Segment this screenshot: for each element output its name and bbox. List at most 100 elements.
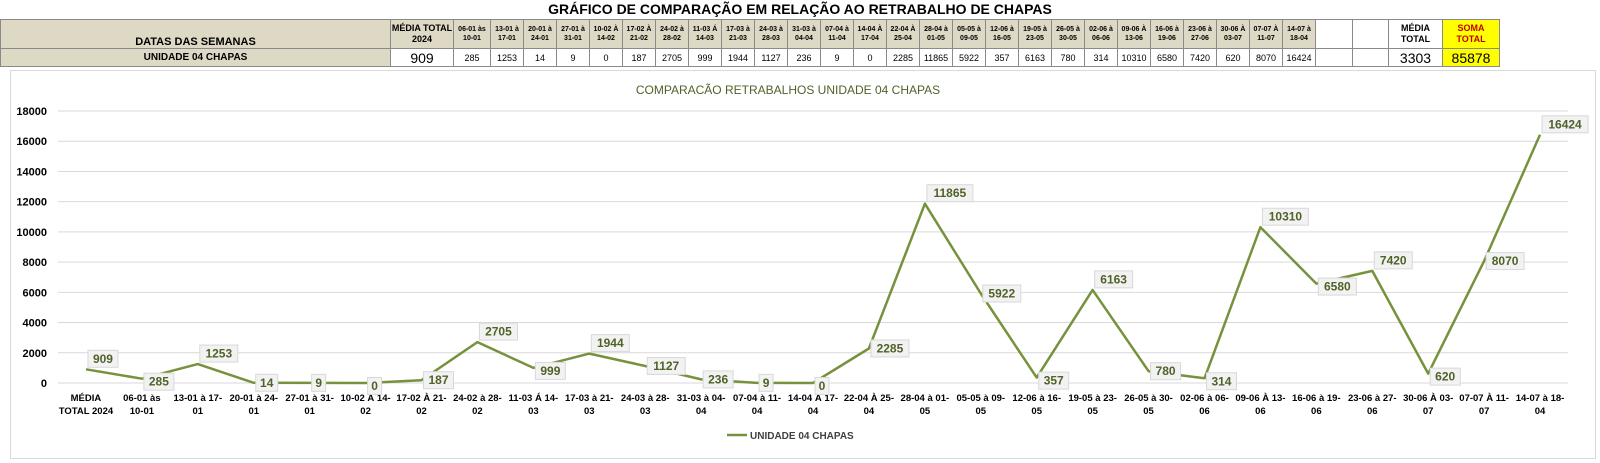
x-tick-label: 06-01 às — [123, 393, 161, 404]
data-label-box — [1094, 270, 1134, 289]
data-label-box — [1373, 251, 1413, 270]
week-header: 09-06 À 13-06 — [1117, 19, 1151, 49]
y-tick-label: 14000 — [16, 166, 47, 178]
data-label-box — [1485, 252, 1525, 271]
x-tick-label: 24-03 à 28- — [621, 393, 670, 404]
x-tick-label: 04 — [696, 406, 707, 417]
data-label-box — [1038, 371, 1070, 390]
data-label-box — [814, 377, 830, 395]
series-line — [85, 134, 1542, 385]
y-tick-label: 12000 — [16, 197, 47, 209]
x-tick-label: 31-03 à 04- — [677, 393, 726, 404]
data-label: 909 — [93, 352, 113, 366]
x-tick-label: 11-03 Á 14- — [509, 393, 559, 404]
chart-container — [10, 70, 1596, 459]
x-tick-label: 02 — [416, 406, 427, 417]
x-tick-label: 05 — [1087, 406, 1098, 417]
week-value: 5922 — [952, 48, 986, 67]
y-tick-label: 0 — [41, 378, 47, 390]
y-tick-label: 16000 — [16, 136, 47, 148]
week-value: 9 — [820, 48, 854, 67]
summary-value-row: UNIDADE 04 CHAPAS 909 285 1253 14 9 0 187 2705… — [0, 48, 1500, 67]
data-label: 0 — [819, 379, 826, 393]
week-value: 6163 — [1018, 48, 1052, 67]
x-tick-label: 01 — [193, 406, 204, 417]
data-label: 780 — [1156, 364, 1176, 378]
data-label: 16424 — [1548, 117, 1582, 131]
x-tick-label: TOTAL 2024 — [59, 406, 114, 417]
week-value: 1253 — [490, 48, 524, 67]
x-tick-label: 23-06 à 27- — [1348, 393, 1397, 404]
week-value: 620 — [1216, 48, 1250, 67]
x-tick-label: 24-02 à 28- — [453, 393, 502, 404]
x-tick-label: 06 — [1255, 406, 1266, 417]
page-title: GRÁFICO DE COMPARAÇÃO EM RELAÇÃO AO RETR… — [548, 1, 1052, 17]
data-label-box — [367, 377, 383, 395]
y-tick-label: 18000 — [16, 106, 47, 118]
x-tick-label: 06 — [1367, 406, 1378, 417]
soma-total-header: SOMA TOTAL — [1442, 19, 1500, 49]
week-header: 02-06 à 06-06 — [1084, 19, 1118, 49]
data-label: 1944 — [597, 336, 624, 350]
week-value: 357 — [985, 48, 1019, 67]
x-tick-label: 05-05 à 09- — [956, 393, 1005, 404]
week-header: 06-01 às 10-01 — [453, 19, 491, 49]
week-value: 6580 — [1150, 48, 1184, 67]
data-label: 14 — [260, 376, 274, 390]
x-tick-label: 06 — [1199, 406, 1210, 417]
summary-header-row: DATAS DAS SEMANAS MÉDIA TOTAL 2024 06-01… — [0, 19, 1500, 49]
week-value: 0 — [853, 48, 887, 67]
x-tick-label: 02-06 à 06- — [1180, 393, 1229, 404]
x-tick-label: 03 — [528, 406, 539, 417]
blank-cell — [1352, 19, 1389, 49]
x-tick-label: 02 — [472, 406, 483, 417]
data-label: 1127 — [653, 359, 679, 373]
media-value: 909 — [390, 48, 454, 67]
week-value: 780 — [1051, 48, 1085, 67]
media-total-value: 3303 — [1388, 48, 1443, 67]
data-label-box — [143, 372, 175, 391]
x-tick-label: 27-01 à 31- — [285, 393, 334, 404]
data-label-box — [1261, 207, 1309, 226]
data-label: 1253 — [205, 347, 232, 361]
media-total-header: MÉDIA TOTAL — [1388, 19, 1443, 49]
week-value: 1127 — [754, 48, 788, 67]
y-tick-label: 8000 — [23, 257, 47, 269]
data-label-box — [1205, 372, 1237, 391]
x-tick-label: 09-06 À 13- — [1235, 393, 1285, 404]
data-label-box — [1429, 367, 1461, 386]
week-value: 314 — [1084, 48, 1118, 67]
week-header: 19-05 à 23-05 — [1018, 19, 1052, 49]
x-tick-label: 04 — [864, 406, 875, 417]
legend-label: UNIDADE 04 CHAPAS — [750, 431, 854, 442]
summary-table: DATAS DAS SEMANAS MÉDIA TOTAL 2024 06-01… — [0, 19, 1500, 67]
data-label-box — [870, 339, 910, 358]
y-tick-label: 6000 — [23, 287, 47, 299]
week-value: 285 — [453, 48, 491, 67]
x-tick-label: 14-04 À 17- — [788, 393, 838, 404]
x-tick-label: 26-05 à 30- — [1124, 393, 1173, 404]
blank-cell — [1352, 48, 1389, 67]
x-tick-label: 05 — [920, 406, 931, 417]
week-header: 31-03 à 04-04 — [787, 19, 821, 49]
x-tick-label: 10-02 À 14- — [341, 393, 391, 404]
data-label: 7420 — [1380, 253, 1407, 267]
x-tick-label: 05 — [1143, 406, 1154, 417]
x-tick-label: 07 — [1479, 406, 1490, 417]
data-label-box — [590, 334, 630, 353]
data-label: 9 — [315, 376, 322, 390]
week-header: 07-04 à 11-04 — [820, 19, 854, 49]
y-tick-label: 10000 — [16, 227, 47, 239]
data-label-box — [87, 349, 119, 368]
x-tick-label: 12-06 à 16- — [1012, 393, 1061, 404]
data-label: 236 — [708, 372, 728, 386]
data-label-box — [1150, 362, 1182, 381]
week-value: 1944 — [721, 48, 755, 67]
data-label-box — [478, 322, 518, 341]
data-label-box — [199, 344, 239, 363]
week-header: 10-02 À 14-02 — [589, 19, 623, 49]
x-tick-label: 07-04 à 11- — [733, 393, 781, 404]
x-tick-label: 16-06 à 19- — [1292, 393, 1341, 404]
week-header: 26-05 à 30-05 — [1051, 19, 1085, 49]
x-tick-label: 03 — [640, 406, 651, 417]
